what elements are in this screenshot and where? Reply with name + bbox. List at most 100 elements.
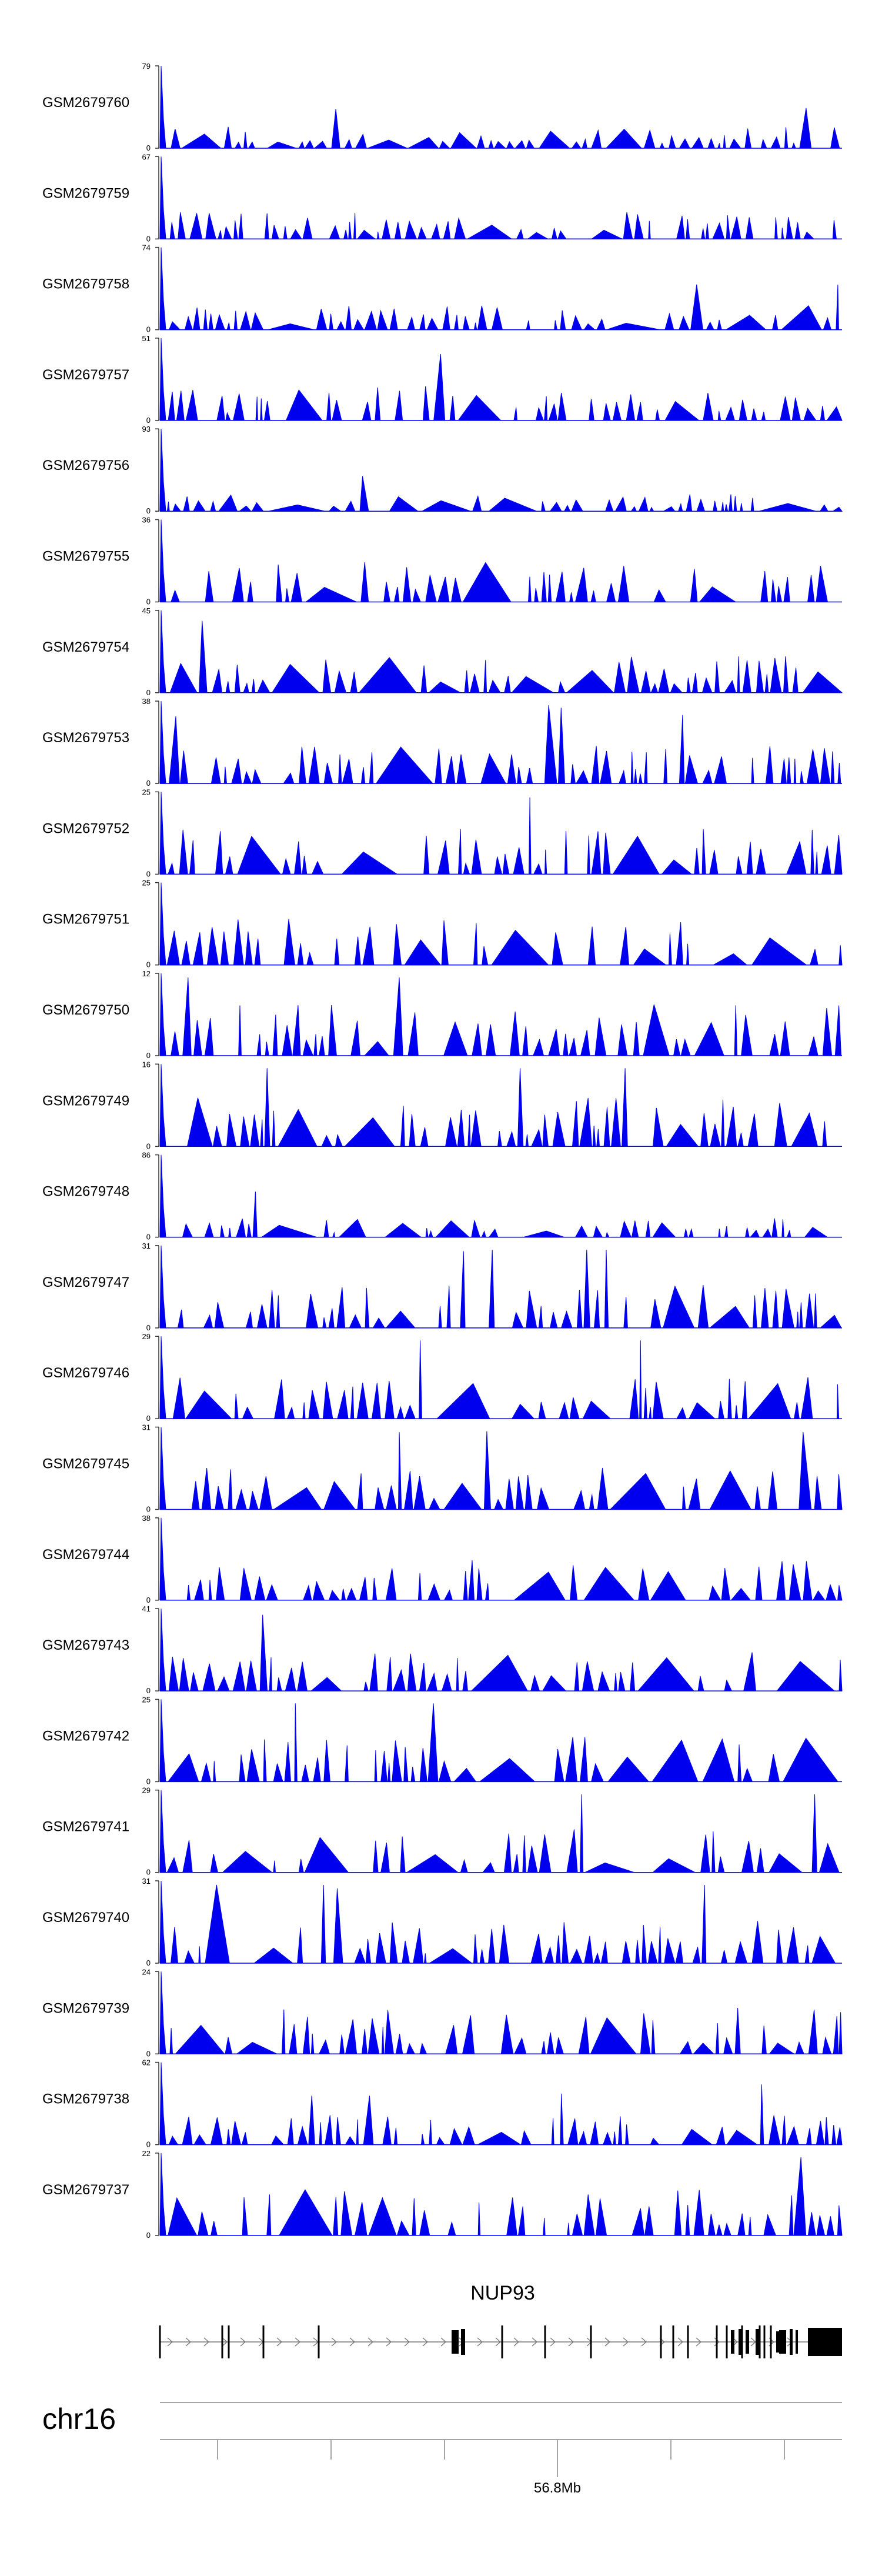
strand-arrow — [203, 2337, 209, 2347]
track-label: GSM2679759 — [42, 185, 129, 201]
strand-arrow — [568, 2337, 574, 2347]
y-axis-min-label: 0 — [146, 506, 151, 515]
y-axis-max-label: 29 — [142, 1786, 151, 1795]
signal-track: GSM2679752 25 0 — [42, 788, 843, 878]
strand-arrow — [185, 2337, 191, 2347]
strand-arrow — [641, 2337, 647, 2347]
track-label: GSM2679758 — [42, 276, 129, 292]
y-axis-max-label: 25 — [142, 1695, 151, 1704]
coverage-area — [159, 973, 842, 1056]
y-axis-max-label: 22 — [142, 2149, 151, 2158]
exon — [770, 2325, 772, 2358]
signal-track: GSM2679760 79 0 — [42, 62, 842, 152]
exon — [228, 2325, 230, 2358]
coverage-area — [159, 519, 842, 602]
strand-arrow — [240, 2337, 246, 2347]
coverage-area — [159, 156, 842, 239]
exon — [544, 2325, 546, 2358]
track-label: GSM2679748 — [42, 1184, 129, 1200]
track-label: GSM2679743 — [42, 1637, 129, 1653]
genome-ruler — [160, 2402, 842, 2477]
signal-track: GSM2679746 29 0 — [42, 1332, 842, 1423]
exon — [159, 2325, 161, 2358]
coverage-area — [159, 1880, 842, 1964]
strand-arrow — [495, 2337, 501, 2347]
signal-track: GSM2679747 31 0 — [42, 1242, 842, 1332]
strand-arrow — [623, 2337, 629, 2347]
exon — [590, 2325, 592, 2358]
track-label: GSM2679760 — [42, 95, 129, 111]
exon — [318, 2325, 320, 2358]
signal-track: GSM2679737 22 0 — [42, 2149, 843, 2240]
signal-track: GSM2679751 25 0 — [42, 879, 843, 969]
track-label: GSM2679747 — [42, 1274, 129, 1290]
exon — [501, 2325, 503, 2358]
signal-track: GSM2679758 74 0 — [42, 243, 842, 334]
y-axis-max-label: 62 — [142, 2058, 151, 2067]
track-label: GSM2679749 — [42, 1093, 129, 1109]
coverage-area — [159, 792, 843, 875]
exon — [262, 2325, 265, 2358]
y-axis-min-label: 0 — [146, 1686, 151, 1695]
signal-track: GSM2679745 31 0 — [42, 1423, 843, 1514]
y-axis-max-label: 67 — [142, 152, 151, 161]
y-axis-min-label: 0 — [146, 1414, 151, 1423]
signal-track: GSM2679740 31 0 — [42, 1877, 842, 1967]
y-axis-min-label: 0 — [146, 416, 151, 425]
exon — [726, 2325, 728, 2358]
exon — [746, 2330, 749, 2354]
signal-track: GSM2679739 24 0 — [42, 1967, 843, 2058]
y-axis-min-label: 0 — [146, 1868, 151, 1877]
y-axis-max-label: 12 — [142, 969, 151, 978]
track-label: GSM2679755 — [42, 549, 129, 565]
strand-arrow — [276, 2337, 282, 2347]
coverage-area — [159, 1064, 842, 1147]
y-axis-max-label: 93 — [142, 425, 151, 433]
exon — [716, 2325, 718, 2358]
track-label: GSM2679738 — [42, 2091, 129, 2107]
y-axis-min-label: 0 — [146, 144, 151, 152]
genome-tick-label: 56.8Mb — [534, 2480, 581, 2496]
exon — [461, 2329, 465, 2355]
track-label: GSM2679742 — [42, 1728, 129, 1744]
y-axis-max-label: 51 — [142, 334, 151, 343]
y-axis-max-label: 31 — [142, 1242, 151, 1250]
strand-arrow — [550, 2337, 556, 2347]
exon — [796, 2330, 798, 2354]
track-label: GSM2679752 — [42, 820, 129, 836]
utr-exon — [808, 2328, 842, 2356]
coverage-area — [159, 338, 843, 421]
exon — [779, 2330, 786, 2354]
y-axis-max-label: 38 — [142, 1514, 151, 1523]
exon — [763, 2325, 766, 2358]
exon — [756, 2329, 759, 2355]
track-label: GSM2679744 — [42, 1547, 129, 1563]
gene-name-label: NUP93 — [470, 2282, 535, 2304]
y-axis-max-label: 38 — [142, 697, 151, 706]
coverage-area — [159, 1517, 843, 1601]
strand-arrow — [386, 2337, 392, 2347]
track-label: GSM2679739 — [42, 2000, 129, 2016]
signal-track: GSM2679755 36 0 — [42, 516, 842, 606]
y-axis-min-label: 0 — [146, 1777, 151, 1786]
y-axis-min-label: 0 — [146, 960, 151, 969]
signal-track: GSM2679757 51 0 — [42, 334, 843, 425]
y-axis-max-label: 16 — [142, 1060, 151, 1069]
signal-track: GSM2679754 45 0 — [42, 606, 843, 697]
strand-arrow — [167, 2337, 173, 2347]
exon — [776, 2331, 779, 2353]
y-axis-max-label: 24 — [142, 1967, 151, 1976]
signal-tracks: GSM2679760790GSM2679759670GSM2679758740G… — [42, 62, 843, 2240]
signal-track: GSM2679748 86 0 — [42, 1151, 842, 1242]
y-axis-min-label: 0 — [146, 1233, 151, 1242]
strand-arrow — [477, 2337, 483, 2347]
y-axis-min-label: 0 — [146, 598, 151, 606]
exon — [672, 2325, 674, 2358]
coverage-area — [159, 1971, 843, 2054]
exon — [731, 2330, 734, 2354]
coverage-area — [159, 1245, 842, 1329]
strand-arrow — [295, 2337, 300, 2347]
track-label: GSM2679757 — [42, 367, 129, 383]
strand-arrow — [604, 2337, 610, 2347]
